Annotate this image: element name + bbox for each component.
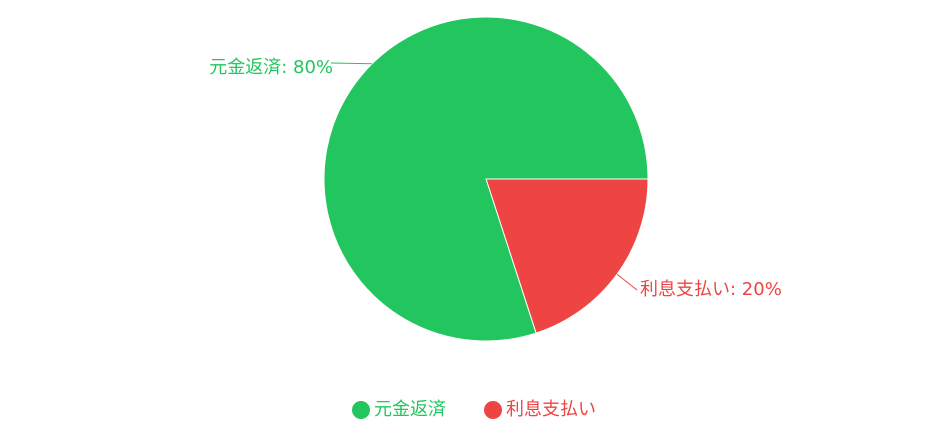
legend-label-interest[interactable]: 利息支払い: [506, 399, 596, 420]
slice-label-interest: 利息支払い: 20%: [640, 279, 782, 300]
pie-slices: [323, 16, 649, 342]
slice-label-principal: 元金返済: 80%: [209, 57, 333, 78]
slice-leader-lines: [330, 62, 638, 291]
leader-line-interest: [616, 273, 638, 291]
leader-line-principal: [330, 62, 373, 65]
legend-swatch-interest[interactable]: [484, 401, 502, 419]
slice-labels: 元金返済: 80% 利息支払い: 20%: [209, 57, 782, 300]
legend: 元金返済 利息支払い: [352, 399, 596, 420]
legend-swatch-principal[interactable]: [352, 401, 370, 419]
slice-principal[interactable]: [323, 16, 649, 342]
slice-interest[interactable]: [485, 178, 649, 334]
legend-label-principal[interactable]: 元金返済: [374, 399, 446, 420]
